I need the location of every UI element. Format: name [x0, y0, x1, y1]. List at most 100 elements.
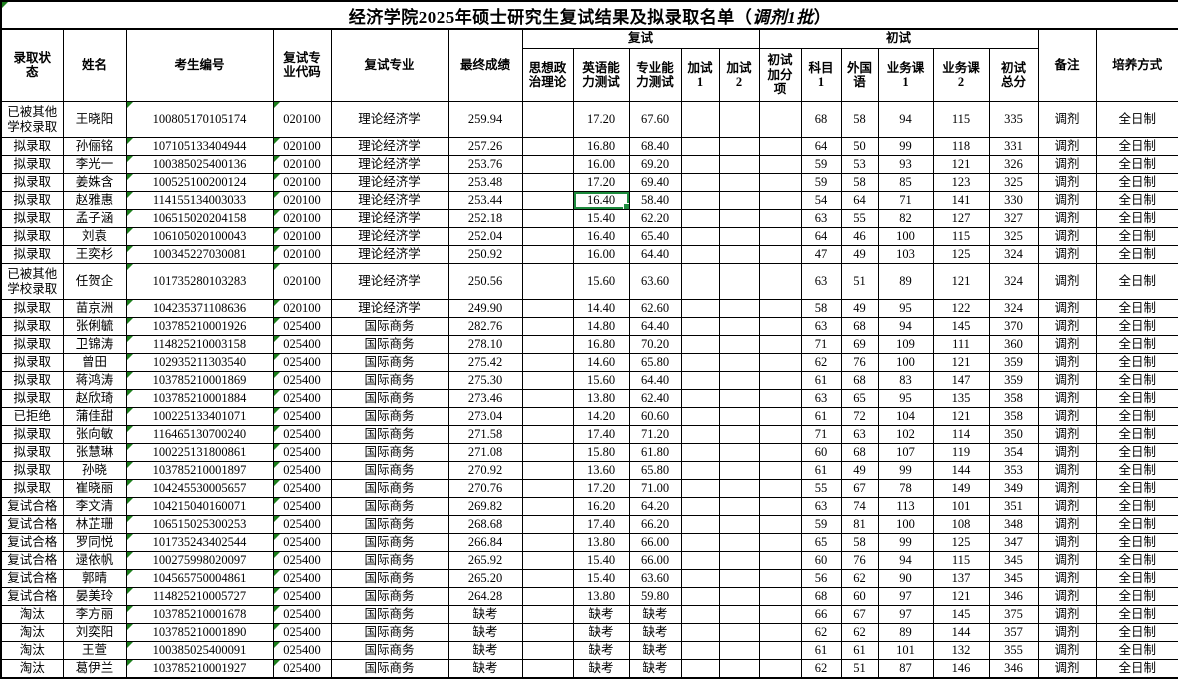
bonus-cell[interactable]: [758, 191, 802, 210]
professional-score-cell[interactable]: 64.40: [628, 317, 682, 336]
admission-status-cell[interactable]: 复试合格: [0, 515, 64, 534]
business-course-1-score-cell[interactable]: 94: [877, 101, 934, 138]
extra-test-1-cell[interactable]: [680, 659, 720, 679]
subject-1-score-cell[interactable]: 64: [800, 137, 842, 156]
extra-test-2-cell[interactable]: [718, 551, 760, 570]
major-cell[interactable]: 理论经济学: [330, 245, 449, 264]
admission-status-cell[interactable]: 拟录取: [0, 299, 64, 318]
initial-total-score-cell[interactable]: 347: [988, 533, 1039, 552]
training-mode-cell[interactable]: 全日制: [1095, 101, 1178, 138]
extra-test-1-cell[interactable]: [680, 461, 720, 480]
business-course-1-score-cell[interactable]: 87: [877, 659, 934, 679]
english-score-cell[interactable]: 缺考: [572, 641, 630, 660]
header-training-mode[interactable]: 培养方式: [1095, 28, 1178, 102]
major-code-cell[interactable]: 025400: [272, 641, 332, 660]
major-code-cell[interactable]: 025400: [272, 497, 332, 516]
subject-1-score-cell[interactable]: 64: [800, 227, 842, 246]
professional-score-cell[interactable]: 66.00: [628, 551, 682, 570]
major-code-cell[interactable]: 025400: [272, 623, 332, 642]
remark-cell[interactable]: 调剂: [1037, 641, 1097, 660]
professional-score-cell[interactable]: 67.60: [628, 101, 682, 138]
name-cell[interactable]: 刘奕阳: [62, 623, 127, 642]
business-course-2-score-cell[interactable]: 135: [932, 389, 990, 408]
final-score-cell[interactable]: 缺考: [447, 641, 523, 660]
extra-test-2-cell[interactable]: [718, 569, 760, 588]
major-cell[interactable]: 国际商务: [330, 317, 449, 336]
name-cell[interactable]: 王奕杉: [62, 245, 127, 264]
politics-score-cell[interactable]: [521, 659, 574, 679]
extra-test-1-cell[interactable]: [680, 389, 720, 408]
major-cell[interactable]: 国际商务: [330, 353, 449, 372]
training-mode-cell[interactable]: 全日制: [1095, 605, 1178, 624]
politics-score-cell[interactable]: [521, 551, 574, 570]
business-course-2-score-cell[interactable]: 108: [932, 515, 990, 534]
admission-status-cell[interactable]: 已拒绝: [0, 407, 64, 426]
training-mode-cell[interactable]: 全日制: [1095, 533, 1178, 552]
extra-test-2-cell[interactable]: [718, 227, 760, 246]
initial-total-score-cell[interactable]: 350: [988, 425, 1039, 444]
business-course-2-score-cell[interactable]: 132: [932, 641, 990, 660]
extra-test-2-cell[interactable]: [718, 209, 760, 228]
business-course-2-score-cell[interactable]: 121: [932, 407, 990, 426]
major-code-cell[interactable]: 025400: [272, 425, 332, 444]
professional-score-cell[interactable]: 69.40: [628, 173, 682, 192]
extra-test-2-cell[interactable]: [718, 461, 760, 480]
initial-total-score-cell[interactable]: 348: [988, 515, 1039, 534]
professional-score-cell[interactable]: 66.00: [628, 533, 682, 552]
professional-score-cell[interactable]: 62.40: [628, 389, 682, 408]
header-name[interactable]: 姓名: [62, 28, 127, 102]
candidate-number-cell[interactable]: 103785210001897: [125, 461, 274, 480]
training-mode-cell[interactable]: 全日制: [1095, 353, 1178, 372]
extra-test-2-cell[interactable]: [718, 425, 760, 444]
final-score-cell[interactable]: 269.82: [447, 497, 523, 516]
bonus-cell[interactable]: [758, 335, 802, 354]
initial-total-score-cell[interactable]: 345: [988, 569, 1039, 588]
politics-score-cell[interactable]: [521, 191, 574, 210]
remark-cell[interactable]: 调剂: [1037, 137, 1097, 156]
major-cell[interactable]: 国际商务: [330, 389, 449, 408]
admission-status-cell[interactable]: 已被其他学校录取: [0, 101, 64, 138]
business-course-1-score-cell[interactable]: 95: [877, 299, 934, 318]
header-major[interactable]: 复试专业: [330, 28, 449, 102]
initial-total-score-cell[interactable]: 335: [988, 101, 1039, 138]
english-score-cell[interactable]: 14.20: [572, 407, 630, 426]
training-mode-cell[interactable]: 全日制: [1095, 245, 1178, 264]
politics-score-cell[interactable]: [521, 533, 574, 552]
business-course-1-score-cell[interactable]: 94: [877, 317, 934, 336]
business-course-2-score-cell[interactable]: 147: [932, 371, 990, 390]
final-score-cell[interactable]: 252.18: [447, 209, 523, 228]
header-final-score[interactable]: 最终成绩: [447, 28, 523, 102]
foreign-language-score-cell[interactable]: 67: [840, 479, 879, 498]
training-mode-cell[interactable]: 全日制: [1095, 317, 1178, 336]
candidate-number-cell[interactable]: 103785210001926: [125, 317, 274, 336]
name-cell[interactable]: 张向敏: [62, 425, 127, 444]
header-candidate-number[interactable]: 考生编号: [125, 28, 274, 102]
extra-test-1-cell[interactable]: [680, 479, 720, 498]
bonus-cell[interactable]: [758, 515, 802, 534]
professional-score-cell[interactable]: 63.60: [628, 263, 682, 300]
major-cell[interactable]: 国际商务: [330, 569, 449, 588]
business-course-2-score-cell[interactable]: 118: [932, 137, 990, 156]
politics-score-cell[interactable]: [521, 515, 574, 534]
selected-cell[interactable]: 16.40: [572, 191, 630, 210]
bonus-cell[interactable]: [758, 101, 802, 138]
foreign-language-score-cell[interactable]: 62: [840, 623, 879, 642]
major-code-cell[interactable]: 025400: [272, 443, 332, 462]
extra-test-1-cell[interactable]: [680, 155, 720, 174]
initial-total-score-cell[interactable]: 324: [988, 299, 1039, 318]
admission-status-cell[interactable]: 拟录取: [0, 209, 64, 228]
final-score-cell[interactable]: 259.94: [447, 101, 523, 138]
admission-status-cell[interactable]: 拟录取: [0, 371, 64, 390]
extra-test-2-cell[interactable]: [718, 587, 760, 606]
extra-test-1-cell[interactable]: [680, 551, 720, 570]
bonus-cell[interactable]: [758, 245, 802, 264]
name-cell[interactable]: 蒋鸿涛: [62, 371, 127, 390]
bonus-cell[interactable]: [758, 173, 802, 192]
remark-cell[interactable]: 调剂: [1037, 587, 1097, 606]
extra-test-2-cell[interactable]: [718, 353, 760, 372]
admission-status-cell[interactable]: 拟录取: [0, 191, 64, 210]
major-cell[interactable]: 理论经济学: [330, 227, 449, 246]
business-course-2-score-cell[interactable]: 115: [932, 227, 990, 246]
politics-score-cell[interactable]: [521, 407, 574, 426]
foreign-language-score-cell[interactable]: 51: [840, 659, 879, 679]
